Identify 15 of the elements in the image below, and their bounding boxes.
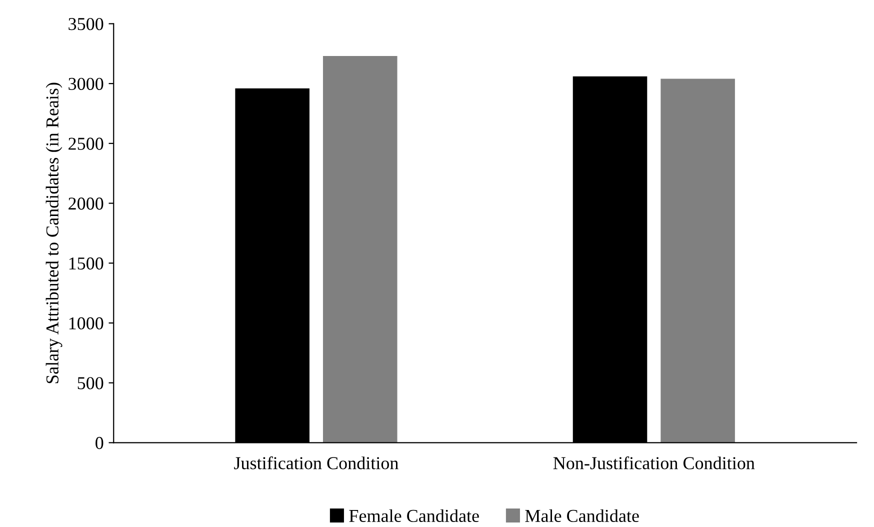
legend-label: Male Candidate	[525, 509, 639, 522]
y-tick-label: 3000	[68, 78, 104, 90]
y-tick-label: 3500	[68, 18, 104, 30]
y-tick-label: 1500	[69, 257, 104, 270]
x-tick-label: Non-Justification Condition	[553, 456, 755, 470]
y-tick-label: 1000	[69, 317, 104, 330]
y-axis-title: Salary Attributed to Candidates (in Reais)	[46, 82, 62, 384]
legend-label: Female Candidate	[349, 509, 479, 522]
bar	[660, 78, 735, 443]
y-tick-label: 2000	[68, 198, 104, 210]
bar	[322, 56, 398, 443]
y-tick-label: 2500	[68, 138, 104, 150]
x-tick-label: Justification Condition	[234, 456, 398, 470]
y-tick-label: 0	[96, 436, 104, 450]
y-tick-label: 500	[78, 377, 104, 390]
